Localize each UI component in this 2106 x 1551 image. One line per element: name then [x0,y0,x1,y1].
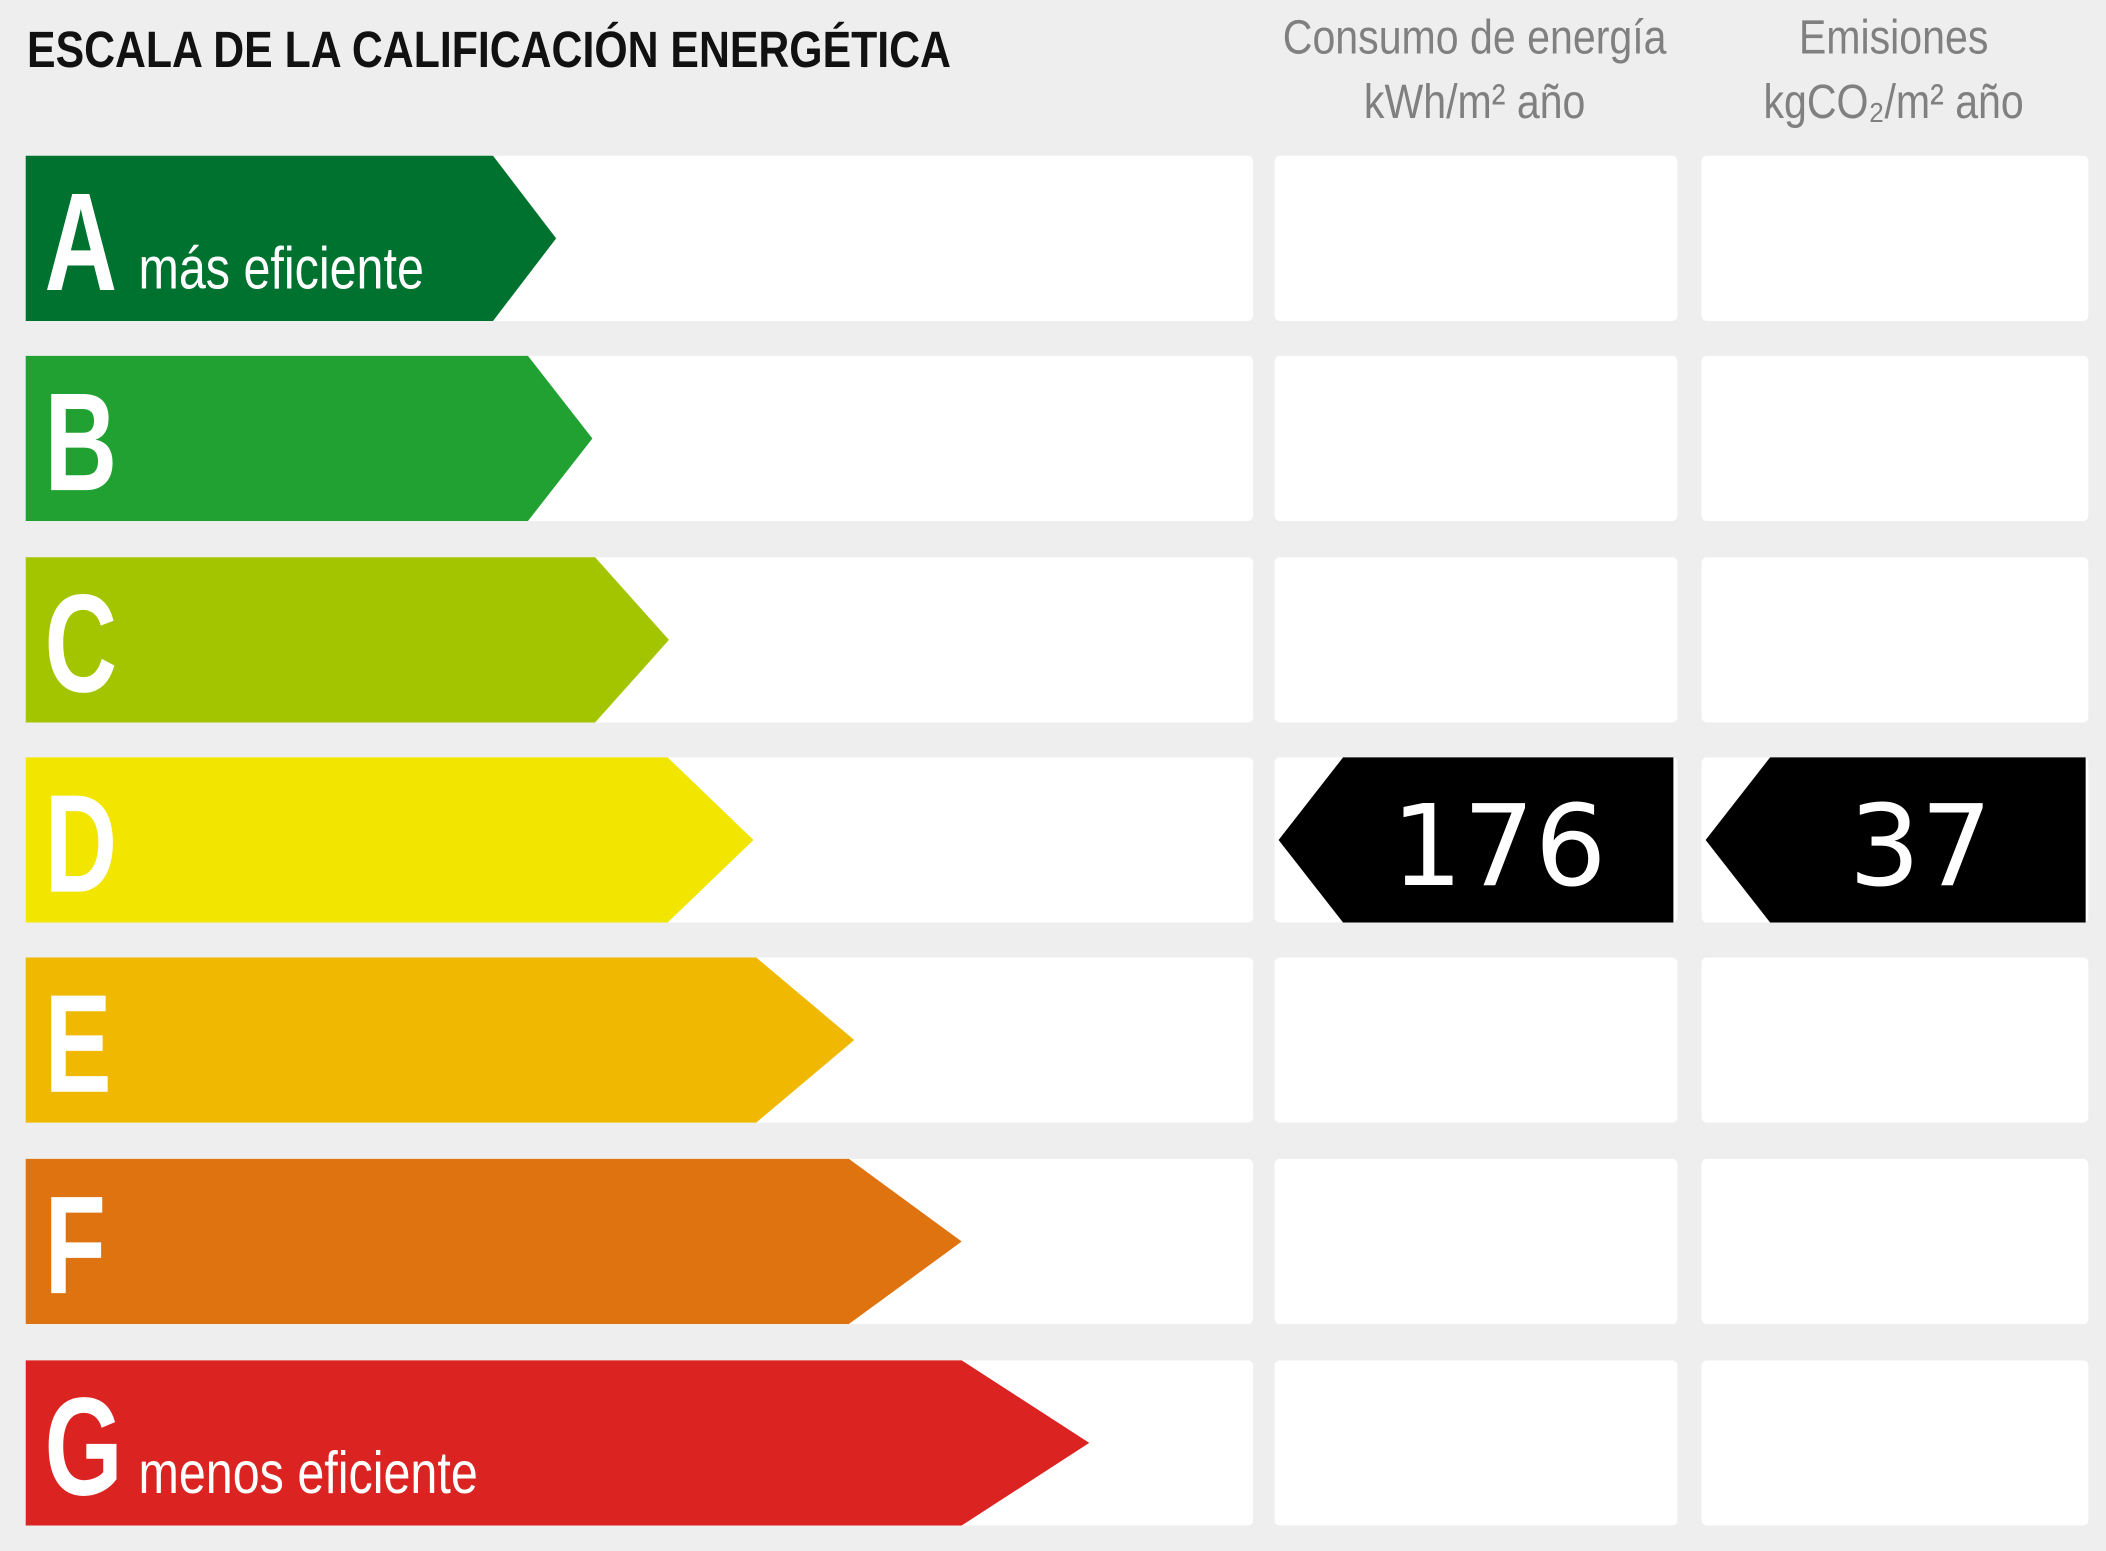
value-cell [1274,557,1678,723]
value-cell [1701,557,2089,723]
column-title: Emisiones [1799,10,1989,65]
rating-letter: E [45,965,112,1121]
rating-letter: F [45,1167,106,1323]
rating-letter: G [45,1368,123,1524]
rating-letter: B [45,364,118,520]
rating-arrow [25,155,557,321]
rating-label: menos eficiente [139,1441,478,1507]
value-arrow [1278,757,1674,923]
title: ESCALA DE LA CALIFICACIÓN ENERGÉTICA [27,21,951,78]
value-cell [1274,355,1678,522]
value-cell [1701,957,2089,1123]
value-text: 37 [1849,780,1993,912]
value-arrow [1705,757,2086,923]
rating-letter: C [45,565,118,721]
value-cell [1274,1158,1678,1325]
value-cell [1274,1360,1678,1526]
rating-letter: D [45,765,118,921]
value-cell [1701,1360,2089,1526]
column-unit: kWh/m² año [1364,74,1585,129]
rating-letter: A [45,164,118,320]
value-text: 176 [1391,780,1606,912]
rating-label: más eficiente [139,236,424,302]
value-cell [1701,155,2089,321]
rating-arrow [25,757,754,923]
rating-arrow [25,957,855,1123]
rating-arrow [25,557,669,723]
value-cell [1701,355,2089,522]
rating-arrow [25,355,593,522]
column-title: Consumo de energía [1283,10,1667,65]
value-cell [1274,155,1678,321]
rating-arrow [25,1158,962,1325]
value-cell [1274,957,1678,1123]
rating-arrow [25,1360,1090,1526]
column-unit: kgCO₂/m² año [1763,74,2023,129]
value-cell [1701,1158,2089,1325]
